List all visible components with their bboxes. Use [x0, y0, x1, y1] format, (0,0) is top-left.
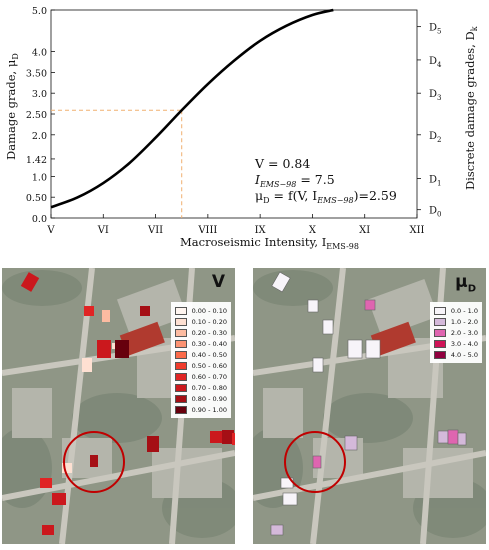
highlight-circle [284, 431, 346, 493]
damage-map-image [253, 268, 486, 544]
y-tick-label: 2.0 [32, 131, 47, 142]
annotation-intensity: IEMS−98 = 7.5 [254, 172, 335, 189]
x-tick-label: IX [255, 225, 267, 236]
legend-swatch [433, 317, 446, 326]
x-tick-label: V [46, 225, 55, 236]
damage-map: μD 0.0 - 1.0 1.0 - 2.0 2.0 - 3.0 3.0 - 4.0 4… [253, 268, 486, 544]
legend-swatch [174, 394, 187, 403]
legend-item: 0.00 - 0.10 [174, 305, 227, 316]
legend-swatch [174, 328, 187, 337]
legend-item: 0.10 - 0.20 [174, 316, 227, 327]
legend-swatch [433, 306, 446, 315]
vulnerability-map: V 0.00 - 0.10 0.10 - 0.20 0.20 - 0.30 0.30 … [2, 268, 235, 544]
legend-item: 0.70 - 0.80 [174, 382, 227, 393]
x-tick-label: VI [97, 225, 109, 236]
legend-label: 0.10 - 0.20 [191, 317, 227, 326]
legend-label: 0.60 - 0.70 [191, 372, 227, 381]
highlight-circle [63, 431, 125, 493]
y-tick-label: 1.42 [26, 155, 47, 166]
legend-label: 3.0 - 4.0 [450, 339, 478, 348]
legend-item: 0.90 - 1.00 [174, 404, 227, 415]
legend-swatch [174, 372, 187, 381]
legend-label: 0.20 - 0.30 [191, 328, 227, 337]
vulnerability-map-title: V [211, 272, 225, 292]
x-tick-label: VII [147, 225, 163, 236]
legend-item: 0.30 - 0.40 [174, 338, 227, 349]
y-axis-label: Damage grade, μD [4, 53, 20, 160]
right-tick-label: D0 [429, 206, 442, 219]
y-tick-label: 5.0 [32, 6, 47, 17]
x-tick-label: VIII [197, 225, 217, 236]
guide-lines [51, 109, 183, 218]
legend-item: 4.0 - 5.0 [433, 349, 478, 360]
legend-label: 0.40 - 0.50 [191, 350, 227, 359]
legend-label: 0.50 - 0.60 [191, 361, 227, 370]
plot-area [50, 9, 418, 219]
damage-curve-chart: 0.0 0.50 1.0 1.42 2.0 2.50 3.0 3.50 4.0 5.0 V VI VI… [4, 6, 479, 251]
y-tick-label: 3.0 [32, 89, 47, 100]
x-tick-label: XI [359, 225, 370, 236]
right-tick-label: D4 [429, 56, 442, 69]
right-axis-label: Discrete damage grades, Dk [463, 26, 479, 190]
right-tick-label: D1 [429, 174, 442, 187]
y-tick-label: 4.0 [32, 48, 47, 59]
legend-label: 2.0 - 3.0 [450, 328, 478, 337]
x-axis-label: Macroseismic Intensity, IEMS-98 [180, 235, 359, 251]
right-axis-ticks: D0 D1 D2 D3 D4 D5 [417, 23, 442, 219]
legend-swatch [174, 306, 187, 315]
legend-label: 0.00 - 0.10 [191, 306, 227, 315]
damage-legend: 0.0 - 1.0 1.0 - 2.0 2.0 - 3.0 3.0 - 4.0 4.0 … [429, 302, 482, 363]
legend-item: 0.40 - 0.50 [174, 349, 227, 360]
legend-label: 0.80 - 0.90 [191, 394, 227, 403]
legend-swatch [174, 383, 187, 392]
vulnerability-legend: 0.00 - 0.10 0.10 - 0.20 0.20 - 0.30 0.30 - … [170, 302, 231, 418]
legend-item: 0.60 - 0.70 [174, 371, 227, 382]
legend-label: 0.30 - 0.40 [191, 339, 227, 348]
legend-item: 0.0 - 1.0 [433, 305, 478, 316]
right-tick-label: D3 [429, 89, 442, 102]
x-tick-label: X [309, 225, 317, 236]
annotation-mu: μD = f(V, IEMS−98)=2.59 [255, 188, 397, 205]
legend-item: 2.0 - 3.0 [433, 327, 478, 338]
y-tick-label: 1.0 [32, 172, 47, 183]
x-tick-label: XII [409, 225, 424, 236]
damage-map-title: μD [455, 272, 476, 295]
legend-item: 0.50 - 0.60 [174, 360, 227, 371]
legend-label: 0.90 - 1.00 [191, 405, 227, 414]
y-tick-label: 3.50 [26, 68, 47, 79]
annotation-v: V = 0.84 [254, 156, 310, 171]
legend-swatch [174, 317, 187, 326]
legend-item: 0.20 - 0.30 [174, 327, 227, 338]
y-tick-label: 2.50 [26, 110, 47, 121]
legend-swatch [433, 350, 446, 359]
legend-swatch [174, 339, 187, 348]
y-tick-label: 0.50 [26, 193, 47, 204]
annotation-block: V = 0.84 IEMS−98 = 7.5 μD = f(V, IEMS−98… [254, 156, 397, 205]
damaged-buildings [270, 271, 467, 536]
legend-label: 4.0 - 5.0 [450, 350, 478, 359]
y-axis-ticks: 0.0 0.50 1.0 1.42 2.0 2.50 3.0 3.50 4.0 5.0 [26, 6, 55, 225]
legend-swatch [433, 328, 446, 337]
vulnerable-buildings [20, 272, 235, 535]
legend-swatch [174, 361, 187, 370]
legend-item: 1.0 - 2.0 [433, 316, 478, 327]
right-tick-label: D5 [429, 23, 442, 36]
right-tick-label: D2 [429, 131, 442, 144]
legend-swatch [174, 405, 187, 414]
legend-label: 1.0 - 2.0 [450, 317, 478, 326]
legend-item: 3.0 - 4.0 [433, 338, 478, 349]
x-axis-ticks: V VI VII VIII IX X XI XII [46, 214, 425, 236]
legend-item: 0.80 - 0.90 [174, 393, 227, 404]
legend-label: 0.70 - 0.80 [191, 383, 227, 392]
y-tick-label: 0.0 [32, 214, 47, 225]
legend-swatch [433, 339, 446, 348]
damage-curve-line [50, 8, 334, 209]
legend-swatch [174, 350, 187, 359]
legend-label: 0.0 - 1.0 [450, 306, 478, 315]
